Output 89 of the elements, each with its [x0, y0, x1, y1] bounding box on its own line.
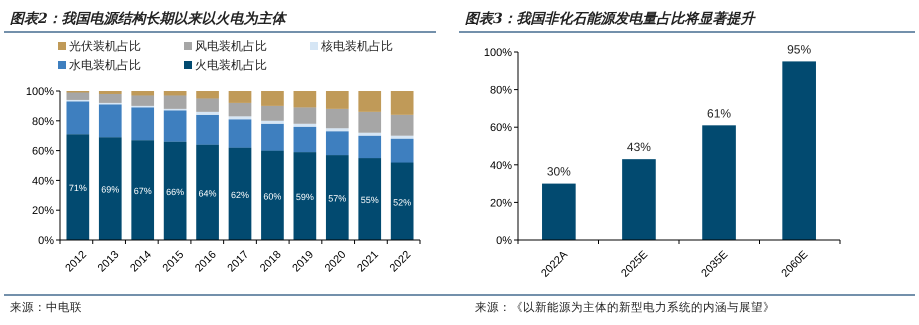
- bar: [622, 159, 656, 240]
- data-label: 57%: [328, 194, 346, 204]
- bar: [131, 95, 154, 106]
- bar: [228, 119, 252, 148]
- legend-label: 火电装机占比: [195, 58, 267, 72]
- bar: [228, 148, 252, 240]
- y-tick-label: 100%: [26, 86, 54, 98]
- bar: [261, 106, 284, 121]
- bar: [131, 140, 154, 240]
- bar: [66, 92, 90, 100]
- bar: [358, 112, 382, 133]
- source-note: 来源：中电联: [10, 300, 82, 314]
- y-tick-label: 100%: [484, 47, 512, 59]
- bar: [196, 114, 219, 145]
- bar: [326, 131, 349, 156]
- bar: [196, 112, 219, 115]
- y-tick-label: 0%: [38, 235, 54, 247]
- data-label: 69%: [101, 184, 120, 195]
- bar: [196, 144, 219, 240]
- bar: [164, 95, 186, 109]
- bar: [326, 91, 349, 109]
- bar: [261, 150, 284, 240]
- data-label: 95%: [787, 42, 812, 56]
- data-label: 61%: [707, 106, 732, 120]
- chart-title: 图表2：我国电源结构长期以来以火电为主体: [10, 10, 288, 27]
- bar: [358, 158, 382, 240]
- bar: [326, 108, 349, 128]
- bar: [164, 142, 186, 240]
- legend-label: 风电装机占比: [195, 39, 267, 53]
- data-label: 64%: [198, 188, 217, 198]
- bar: [196, 98, 219, 112]
- bar: [228, 91, 252, 103]
- bar: [228, 102, 252, 116]
- data-label: 30%: [546, 164, 572, 179]
- data-label: 59%: [296, 192, 314, 202]
- data-label: 67%: [134, 186, 152, 196]
- bar: [98, 91, 122, 94]
- bar: [228, 116, 252, 120]
- bar: [131, 107, 154, 140]
- y-tick-label: 20%: [32, 205, 54, 218]
- bar: [294, 152, 316, 240]
- bar: [98, 137, 122, 240]
- data-label: 55%: [360, 195, 379, 206]
- bar: [358, 136, 382, 158]
- bar: [294, 124, 316, 127]
- bar: [782, 61, 816, 240]
- bar: [390, 114, 414, 136]
- bar: [164, 110, 186, 142]
- bar: [294, 107, 316, 124]
- legend-label: 水电装机占比: [69, 58, 141, 72]
- data-label: 62%: [230, 190, 250, 200]
- legend-label: 核电装机占比: [320, 39, 393, 53]
- bar: [702, 125, 736, 240]
- bar: [196, 91, 219, 98]
- bar: [358, 91, 382, 112]
- bar: [358, 132, 382, 136]
- bar: [98, 94, 122, 103]
- legend-label: 光伏装机占比: [69, 39, 141, 53]
- bar: [390, 91, 414, 115]
- bar: [66, 134, 90, 240]
- bar: [164, 91, 186, 96]
- data-label: 52%: [393, 197, 412, 208]
- y-tick-label: 60%: [32, 146, 54, 158]
- bar: [390, 162, 414, 240]
- y-tick-label: 80%: [32, 116, 54, 128]
- data-label: 66%: [166, 186, 184, 197]
- y-tick-label: 40%: [490, 160, 512, 172]
- bar: [98, 104, 122, 138]
- y-tick-label: 80%: [490, 84, 512, 97]
- y-tick-label: 20%: [490, 197, 512, 210]
- y-tick-label: 60%: [490, 122, 512, 134]
- bar: [261, 120, 284, 124]
- bar: [131, 91, 154, 96]
- chart-title: 图表3：我国非化石能源发电量占比将显著提升: [465, 10, 757, 27]
- bar: [390, 138, 414, 163]
- data-label: 60%: [263, 191, 282, 202]
- bar: [326, 155, 349, 240]
- source-note: 来源：《以新能源为主体的新型电力系统的内涵与展望》: [475, 300, 775, 314]
- y-tick-label: 0%: [496, 235, 512, 247]
- y-tick-label: 40%: [32, 175, 54, 188]
- bar: [294, 91, 316, 108]
- bar: [261, 124, 284, 151]
- data-label: 43%: [626, 140, 652, 154]
- bar: [390, 136, 414, 139]
- bar: [294, 126, 316, 152]
- data-label: 71%: [68, 183, 87, 194]
- bar: [66, 101, 90, 134]
- bar: [261, 91, 284, 106]
- bar: [542, 184, 576, 240]
